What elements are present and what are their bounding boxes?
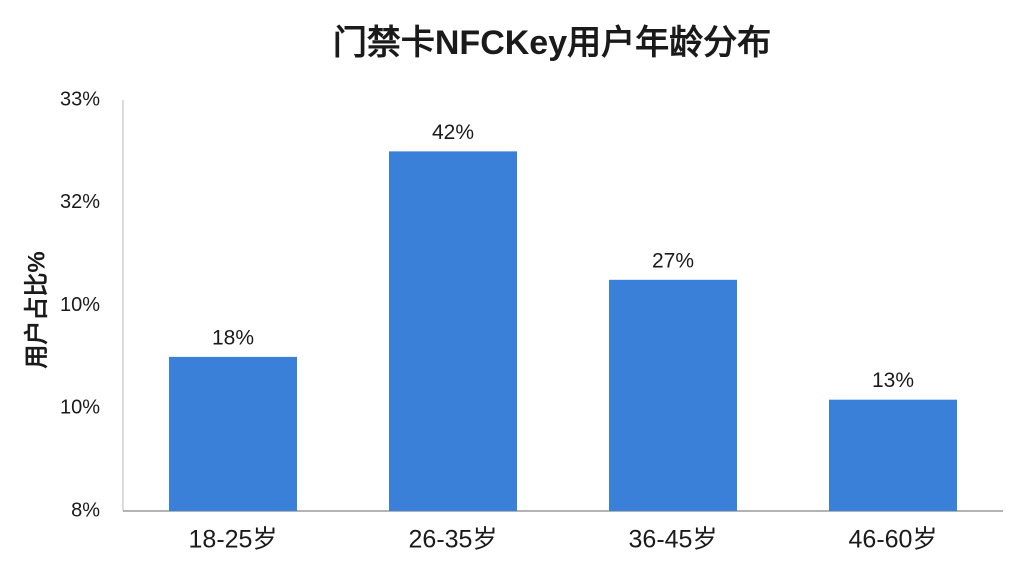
chart-title: 门禁卡NFCKey用户年龄分布	[333, 24, 771, 62]
y-axis-title: 用户占比%	[22, 251, 50, 368]
bar	[389, 151, 517, 511]
y-tick-label: 8%	[71, 499, 100, 521]
y-tick-label: 32%	[60, 191, 100, 213]
y-tick-label: 10%	[60, 294, 100, 316]
value-label: 18%	[212, 326, 254, 349]
bar	[169, 356, 297, 511]
bar	[609, 279, 737, 511]
y-tick-label: 33%	[60, 88, 100, 110]
value-label: 42%	[432, 121, 474, 144]
x-tick-label: 18-25岁	[189, 526, 278, 554]
y-tick-label: 10%	[60, 397, 100, 419]
bar	[829, 399, 957, 511]
x-tick-label: 36-45岁	[629, 526, 718, 554]
value-label: 27%	[652, 249, 694, 272]
value-label: 13%	[872, 369, 914, 392]
x-tick-label: 26-35岁	[409, 526, 498, 554]
x-tick-label: 46-60岁	[849, 526, 938, 554]
